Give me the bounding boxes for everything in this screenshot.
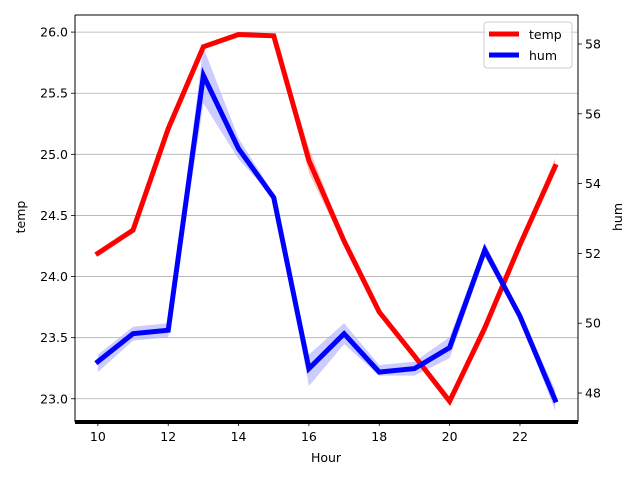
x-tick-label: 18: [371, 429, 387, 444]
series-line-hum: [94, 66, 559, 404]
left-y-tick-label: 25.5: [40, 86, 68, 101]
left-y-tick-label: 23.5: [40, 330, 68, 345]
right-y-tick-label: 50: [585, 316, 601, 331]
right-y-tick-label: 56: [585, 106, 601, 121]
x-tick-label: 10: [90, 429, 106, 444]
right-y-tick-label: 48: [585, 386, 601, 401]
x-tick-label: 16: [301, 429, 317, 444]
x-axis-ticks: 10 12 14 16 18 20 22: [90, 422, 528, 444]
x-tick-label: 20: [442, 429, 458, 444]
right-y-axis-ticks: 48 50 52 54 56 58: [578, 36, 601, 401]
x-axis-title: Hour: [311, 450, 342, 465]
right-y-tick-label: 52: [585, 246, 601, 261]
left-y-tick-label: 24.5: [40, 208, 68, 223]
legend-label-temp: temp: [529, 27, 562, 42]
series-lines: [94, 32, 559, 406]
x-tick-label: 12: [160, 429, 176, 444]
legend-label-hum: hum: [529, 48, 557, 63]
legend: temp hum: [483, 21, 573, 69]
x-tick-label: 22: [512, 429, 528, 444]
series-line-temp: [94, 32, 559, 406]
left-y-axis-ticks: 23.0 23.5 24.0 24.5 25.0 25.5 26.0: [40, 25, 75, 406]
left-y-tick-label: 26.0: [40, 25, 68, 40]
left-y-tick-label: 24.0: [40, 269, 68, 284]
right-y-tick-label: 54: [585, 176, 601, 191]
left-y-tick-label: 23.0: [40, 391, 68, 406]
x-tick-label: 14: [231, 429, 247, 444]
right-y-tick-label: 58: [585, 36, 601, 51]
right-y-axis-title: hum: [610, 203, 625, 231]
left-y-tick-label: 25.0: [40, 147, 68, 162]
confidence-band-hum: [97, 47, 556, 411]
left-y-axis-title: temp: [13, 201, 28, 234]
axes: [74, 14, 579, 424]
